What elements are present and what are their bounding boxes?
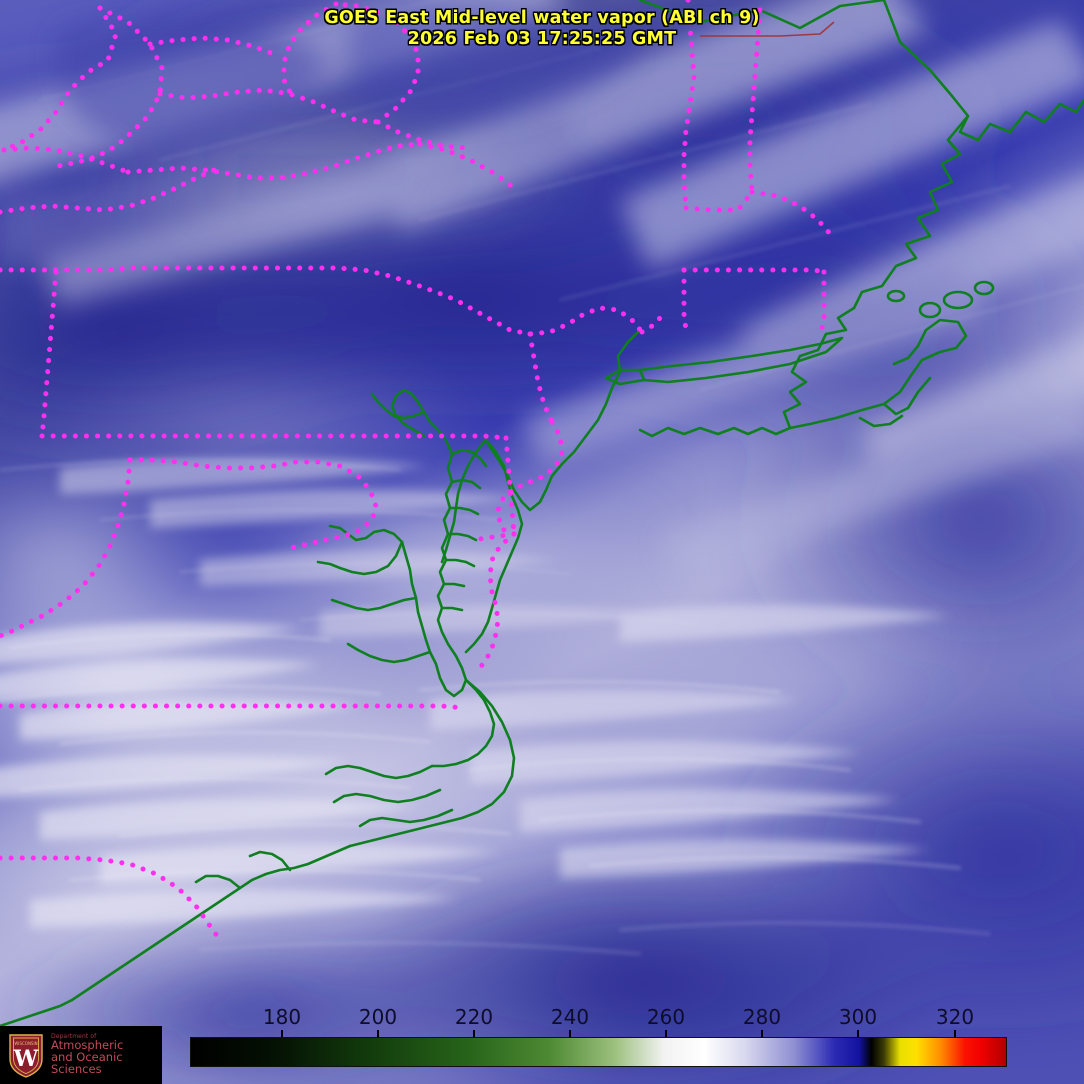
colorbar-tick-mark — [377, 1030, 379, 1037]
colorbar-tick-mark — [954, 1030, 956, 1037]
cloud-texture-layer — [0, 0, 1084, 955]
colorbar-tick-label: 200 — [358, 1005, 398, 1029]
colorbar-tick-label: 180 — [262, 1005, 302, 1029]
colorbar-tick-label: 220 — [454, 1005, 494, 1029]
reference-line — [700, 21, 835, 37]
cloud-filament-layer — [0, 457, 950, 928]
colorbar-tick-label: 300 — [838, 1005, 878, 1029]
colorbar-gradient — [190, 1037, 1007, 1067]
political-border-layer — [0, 0, 835, 943]
colorbar-tick-mark — [665, 1030, 667, 1037]
colorbar-tick-label: 280 — [742, 1005, 782, 1029]
colorbar-tick-label: 260 — [646, 1005, 686, 1029]
colorbar-tick-mark — [473, 1030, 475, 1037]
colorbar-tick-mark — [569, 1030, 571, 1037]
svg-text:W: W — [13, 1046, 39, 1072]
colorbar-tick-mark — [281, 1030, 283, 1037]
svg-text:WISCONSIN: WISCONSIN — [14, 1041, 37, 1046]
colorbar-tick-label: 240 — [550, 1005, 590, 1029]
colorbar-tick-labels: 180 200 220 240 260 280 300 320 — [0, 1004, 1084, 1037]
colorbar-tick-label: 320 — [935, 1005, 975, 1029]
geography-overlay — [0, 0, 1084, 1028]
uw-crest-icon: W WISCONSIN — [9, 1034, 43, 1078]
colorbar-tick-mark — [857, 1030, 859, 1037]
colorbar: 180 200 220 240 260 280 300 320 — [0, 1004, 1084, 1084]
logo-line-1: Atmospheric — [51, 1038, 124, 1053]
coastline-layer — [0, 0, 1084, 1028]
logo-department: Department of — [51, 1033, 97, 1041]
logo-line-2: and Oceanic Sciences — [51, 1050, 123, 1076]
uw-aos-logo: W WISCONSIN Department of Atmospheric an… — [0, 1026, 162, 1084]
colorbar-tick-mark — [761, 1030, 763, 1037]
